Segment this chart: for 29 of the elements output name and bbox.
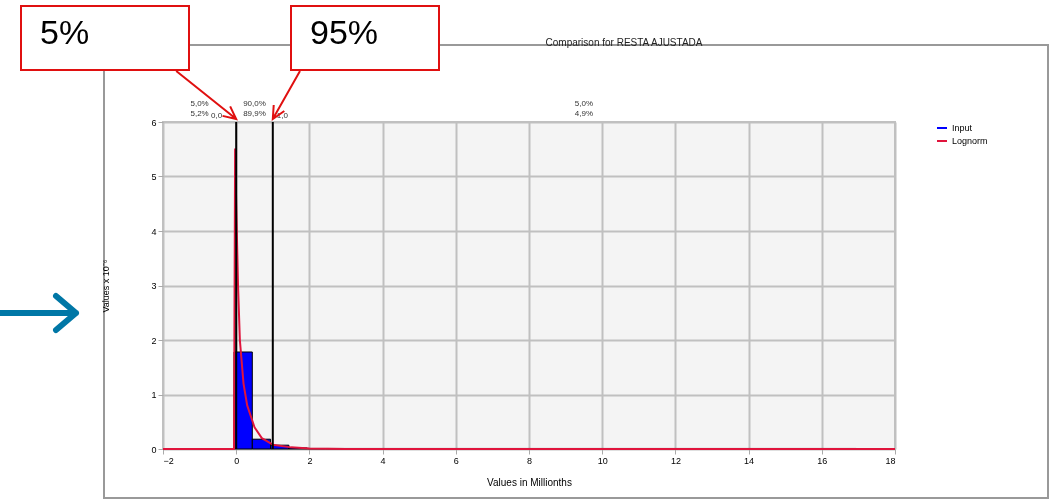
x-tick-label: 10 bbox=[597, 455, 608, 466]
x-tick-label: 16 bbox=[817, 455, 828, 466]
text: 5,0% 4,9% bbox=[574, 99, 594, 118]
y-tick-label: 2 bbox=[151, 335, 157, 346]
text: 5% bbox=[20, 5, 190, 71]
text: 5,0% 5,2% bbox=[190, 99, 209, 118]
x-tick-label: 6 bbox=[453, 455, 459, 466]
x-tick-label: 4 bbox=[380, 455, 386, 466]
y-tick-label: 4 bbox=[151, 226, 157, 237]
x-tick-label: 8 bbox=[526, 455, 533, 466]
x-axis-title: Values in Millionths bbox=[487, 476, 572, 488]
y-tick-label: 3 bbox=[151, 281, 157, 291]
text: 90,0% 89,9% bbox=[243, 99, 266, 118]
legend-label: Input bbox=[952, 123, 973, 133]
chart-title: Comparison for RESTA AJUSTADA bbox=[545, 37, 703, 48]
y-tick-label: 1 bbox=[151, 390, 157, 400]
x-tick-label: 12 bbox=[670, 455, 681, 466]
y-axis-title: Values x 10⁻⁶ bbox=[101, 259, 112, 313]
y-tick-label: 5 bbox=[151, 172, 157, 182]
x-tick-label: 14 bbox=[744, 455, 755, 466]
y-tick-label: 6 bbox=[151, 117, 157, 128]
x-tick-label: −2 bbox=[163, 455, 174, 466]
legend-label: Lognorm bbox=[952, 136, 988, 146]
y-tick-label: 0 bbox=[151, 444, 157, 455]
x-tick-label: 0 bbox=[234, 455, 240, 466]
ref-line-label: 0,0 bbox=[211, 111, 223, 120]
text: 95% bbox=[290, 5, 440, 71]
x-tick-label: 2 bbox=[307, 455, 313, 466]
x-tick-label: 18 bbox=[885, 455, 896, 466]
